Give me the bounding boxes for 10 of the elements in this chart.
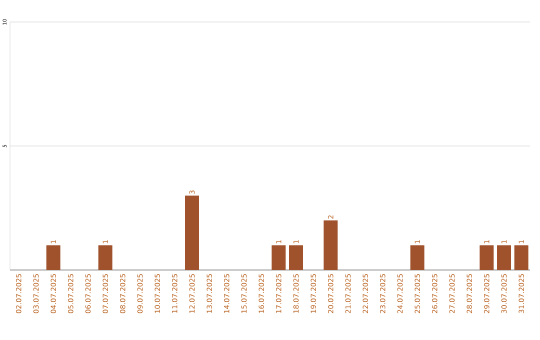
bar [98,245,112,270]
bar [289,245,304,270]
bar [497,245,512,270]
bar [480,245,494,270]
bar [185,196,200,270]
bar [46,245,60,270]
bar [272,245,286,270]
bar [410,245,424,270]
bar [324,220,338,270]
bar [514,245,528,270]
